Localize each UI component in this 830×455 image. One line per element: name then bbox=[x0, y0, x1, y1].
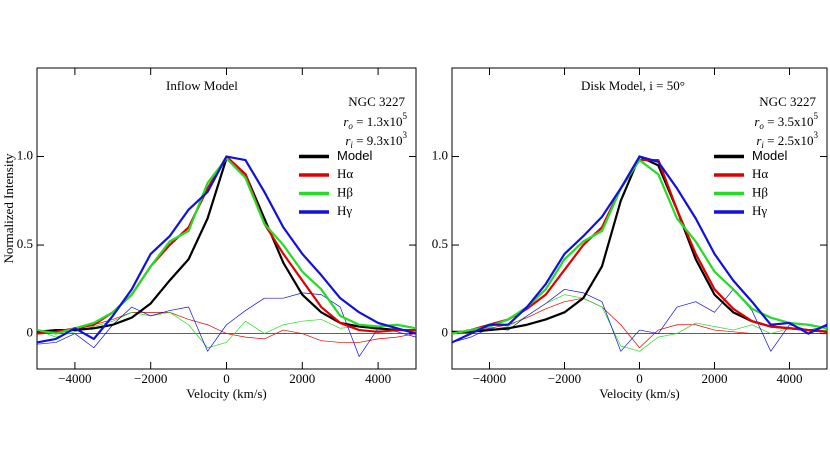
series-line bbox=[36, 157, 416, 333]
residual-line bbox=[37, 311, 417, 343]
x-tick-label: −4000 bbox=[473, 371, 506, 386]
x-tick-label: 2000 bbox=[702, 371, 728, 386]
legend-label: Model bbox=[337, 148, 373, 163]
panel-title: Inflow Model bbox=[166, 78, 238, 93]
x-tick-label: 4000 bbox=[777, 371, 803, 386]
param-subscript: i bbox=[761, 140, 764, 150]
x-tick-label: −2000 bbox=[134, 371, 167, 386]
series-line bbox=[36, 157, 417, 335]
x-tick-label: 4000 bbox=[365, 371, 391, 386]
x-axis-label: Velocity (km/s) bbox=[599, 386, 680, 401]
parameter: ri = 2.5x103 bbox=[756, 130, 818, 150]
param-text: = 9.3x10 bbox=[353, 133, 403, 148]
param-symbol: r bbox=[756, 133, 762, 148]
y-tick-label: 0.5 bbox=[432, 236, 448, 251]
legend-label: Hα bbox=[752, 166, 768, 181]
residual-line bbox=[451, 288, 828, 352]
y-tick-label: 0 bbox=[27, 325, 34, 340]
param-superscript: 5 bbox=[403, 111, 408, 121]
parameter: ro = 1.3x105 bbox=[343, 111, 407, 131]
series-line bbox=[36, 155, 416, 335]
x-tick-label: −2000 bbox=[548, 371, 581, 386]
y-axis-label: Normalized Intensity bbox=[1, 153, 16, 264]
y-tick-label: 1.0 bbox=[17, 148, 33, 163]
param-superscript: 3 bbox=[403, 130, 408, 140]
series-line bbox=[451, 158, 828, 335]
panel: −4000 −2000 0 2000 4000 0 0.5 1.0 Inflow Model NG… bbox=[1, 67, 417, 401]
panel-title: Disk Model, i = 50° bbox=[581, 78, 685, 93]
legend-label: Hβ bbox=[337, 185, 353, 200]
object-name: NGC 3227 bbox=[348, 94, 405, 109]
residual-line bbox=[36, 292, 417, 357]
panel: −4000 −2000 0 2000 4000 0 0.5 1.0 Disk Model, i … bbox=[432, 67, 828, 401]
y-tick-label: 0.5 bbox=[17, 236, 33, 251]
series-line bbox=[452, 155, 828, 333]
series-line bbox=[36, 155, 417, 344]
object-name: NGC 3227 bbox=[759, 94, 816, 109]
param-symbol: r bbox=[345, 133, 351, 148]
param-superscript: 5 bbox=[814, 111, 819, 121]
x-tick-label: 0 bbox=[636, 371, 643, 386]
residual-line bbox=[451, 297, 827, 349]
param-superscript: 3 bbox=[814, 130, 819, 140]
param-text: = 1.3x10 bbox=[353, 114, 403, 129]
x-tick-label: −4000 bbox=[58, 371, 91, 386]
param-symbol: r bbox=[754, 114, 760, 129]
series-line bbox=[451, 155, 828, 344]
parameter: ri = 9.3x103 bbox=[345, 130, 407, 150]
y-tick-label: 1.0 bbox=[432, 148, 448, 163]
param-subscript: i bbox=[350, 140, 353, 150]
legend-label: Hγ bbox=[337, 203, 352, 218]
param-text: = 3.5x10 bbox=[764, 114, 814, 129]
legend-label: Hβ bbox=[752, 185, 768, 200]
param-subscript: o bbox=[348, 121, 353, 131]
y-tick-label: 0 bbox=[442, 325, 449, 340]
x-axis-label: Velocity (km/s) bbox=[186, 386, 267, 401]
legend-label: Hγ bbox=[752, 203, 767, 218]
x-tick-label: 2000 bbox=[289, 371, 315, 386]
parameter: ro = 3.5x105 bbox=[754, 111, 818, 131]
series-line bbox=[451, 158, 828, 335]
legend-label: Hα bbox=[337, 166, 353, 181]
param-text: = 2.5x10 bbox=[764, 133, 814, 148]
residual-line bbox=[451, 294, 827, 352]
param-subscript: o bbox=[759, 121, 764, 131]
legend-label: Model bbox=[752, 148, 788, 163]
param-symbol: r bbox=[343, 114, 349, 129]
x-tick-label: 0 bbox=[223, 371, 230, 386]
